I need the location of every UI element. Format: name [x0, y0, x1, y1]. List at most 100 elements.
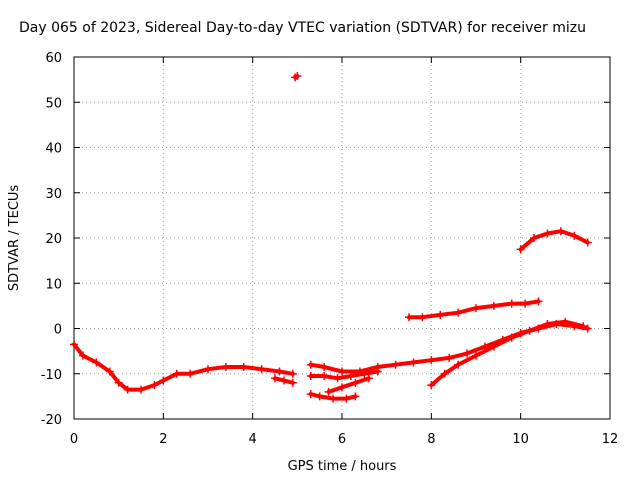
data-point [463, 349, 472, 358]
data-point [351, 392, 360, 401]
data-point [114, 378, 123, 387]
data-point [530, 234, 539, 242]
data-point [543, 229, 552, 238]
data-point [534, 297, 543, 306]
data-point [583, 238, 592, 247]
data-point [472, 304, 480, 313]
data-point [373, 367, 382, 376]
data-point [351, 378, 360, 387]
data-point [324, 387, 333, 396]
data-point [123, 385, 132, 394]
data-point [306, 390, 315, 399]
data-point [516, 245, 525, 254]
x-tick-label: 0 [70, 432, 78, 447]
data-point [306, 360, 315, 369]
data-point [172, 369, 181, 378]
grid [74, 57, 610, 419]
data-point [436, 310, 445, 319]
data-point [137, 385, 145, 394]
series-arc-5 [306, 367, 382, 383]
data-point [288, 369, 297, 378]
series-arc-2 [271, 374, 297, 387]
series-arc-8 [405, 297, 543, 322]
data-point [342, 394, 351, 403]
data-point [338, 383, 346, 392]
data-point [329, 394, 338, 403]
y-tick-label: 30 [45, 187, 62, 202]
series-arc-7 [324, 374, 373, 396]
series-line [518, 229, 590, 252]
series-arc-9 [427, 317, 588, 390]
data-point [288, 378, 297, 387]
data-point [360, 369, 369, 378]
data-point [306, 372, 315, 381]
data-point [105, 367, 114, 376]
series-arc-10 [516, 227, 592, 254]
series-line [308, 322, 590, 374]
data-point [239, 362, 248, 371]
data-point [275, 367, 284, 376]
data-point [346, 372, 355, 381]
data-point [440, 369, 449, 378]
x-axis-label: GPS time / hours [288, 459, 397, 474]
data-point [409, 358, 418, 367]
x-tick-label: 8 [427, 432, 435, 447]
data-point [364, 374, 373, 383]
y-tick-label: 10 [45, 277, 62, 292]
data-point [159, 376, 168, 385]
data-point [507, 299, 516, 308]
data-point [583, 324, 592, 333]
axis-ticks: 0 2 4 6 8 10 12 -20 -10 0 10 20 30 40 50 60 [41, 51, 619, 447]
data-point [445, 353, 454, 362]
series-arc-4 [306, 319, 592, 376]
data-point [70, 340, 78, 349]
series-line [429, 319, 586, 388]
y-tick-label: -20 [41, 413, 62, 428]
data-point [521, 299, 530, 308]
data-point [556, 227, 565, 236]
data-point [186, 369, 195, 378]
chart-title: Day 065 of 2023, Sidereal Day-to-day VTE… [19, 20, 586, 36]
data-point [315, 392, 324, 401]
data-point [489, 301, 498, 310]
data-point [204, 365, 212, 374]
x-tick-label: 12 [602, 432, 619, 447]
x-tick-label: 4 [249, 432, 257, 447]
data-point [561, 317, 570, 326]
y-tick-label: 60 [45, 51, 62, 66]
x-tick-label: 6 [338, 432, 346, 447]
data-point [92, 358, 101, 367]
data-point [257, 365, 266, 374]
series-arc-6 [306, 390, 360, 403]
data-point [543, 319, 552, 328]
y-axis-label: SDTVAR / TECUs [7, 185, 22, 292]
data-point [472, 351, 480, 360]
data-point [320, 362, 329, 371]
y-tick-label: 40 [45, 142, 62, 157]
data-point [454, 360, 463, 369]
series-line [72, 342, 295, 392]
data-point [338, 367, 346, 376]
data-point [78, 351, 87, 360]
data-point [489, 342, 498, 351]
data-point [570, 231, 579, 240]
y-tick-label: 20 [45, 232, 62, 247]
data-point [579, 322, 588, 331]
y-tick-label: -10 [41, 368, 62, 383]
data-point [507, 333, 516, 342]
data-point [333, 374, 342, 383]
x-tick-label: 2 [159, 432, 167, 447]
data-point [525, 326, 534, 335]
data-series [70, 72, 592, 403]
series-arc-1 [70, 340, 297, 394]
data-point [271, 374, 279, 383]
series-line [326, 376, 371, 394]
data-point [427, 356, 436, 365]
data-point [405, 313, 413, 322]
data-point [418, 313, 427, 322]
y-tick-label: 50 [45, 96, 62, 111]
data-point [320, 372, 329, 381]
data-point [150, 381, 159, 390]
series-line [407, 299, 541, 320]
